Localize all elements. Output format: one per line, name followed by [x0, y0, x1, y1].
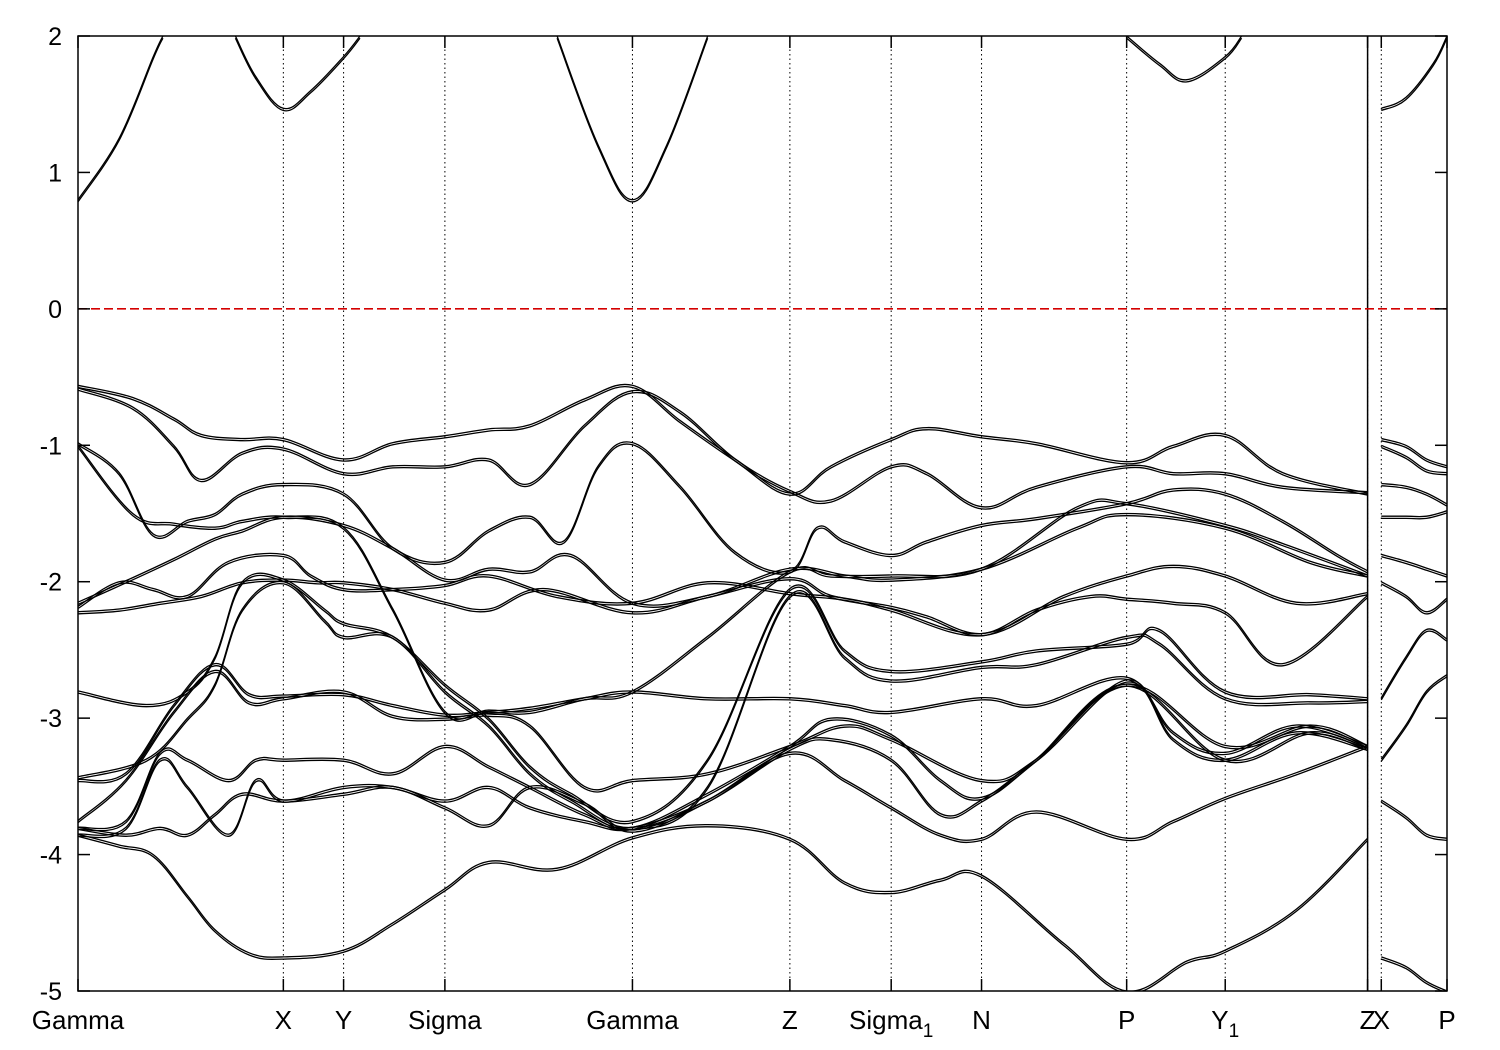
- band-line-25-b: [1380, 583, 1447, 615]
- band-line-25-a: [1380, 581, 1447, 613]
- band-line-13-a: [78, 580, 1368, 828]
- band-line-3-a: [1126, 36, 1243, 81]
- y-tick-label-6: 1: [48, 159, 62, 187]
- band-line-4-b: [1381, 37, 1447, 112]
- k-label-11: X: [1373, 1005, 1390, 1035]
- band-line-29-b: [1381, 958, 1444, 991]
- band-line-19-a: [78, 823, 1369, 991]
- band-line-10-a: [78, 552, 1368, 635]
- y-tick-label-2: -3: [40, 705, 62, 733]
- band-line-9-b: [78, 515, 1368, 608]
- y-tick-label-3: -2: [40, 569, 62, 597]
- band-line-17-b: [78, 685, 1368, 839]
- band-line-0-a: [78, 36, 164, 201]
- band-line-19-b: [78, 826, 1369, 991]
- band-line-23-a: [1381, 510, 1447, 518]
- band-lines: [78, 36, 1447, 991]
- band-line-5-a: [78, 383, 1368, 494]
- band-line-28-b: [1380, 801, 1447, 842]
- band-line-26-a: [1380, 628, 1447, 699]
- band-line-2-b: [556, 37, 709, 203]
- band-line-28-a: [1380, 799, 1447, 839]
- y-tick-label-5: 0: [48, 296, 62, 324]
- k-label-9: Y1: [1211, 1005, 1239, 1042]
- band-line-12-b: [78, 574, 1368, 825]
- y-tick-label-7: 2: [48, 23, 62, 51]
- k-label-4: Gamma: [586, 1005, 679, 1035]
- k-point-labels: Gamma X Y Sigma Gamma Z Sigma1 N P Y1 ZX P: [32, 36, 1456, 1042]
- y-tick-label-1: -4: [40, 842, 62, 870]
- plot-frame: [77, 35, 1448, 992]
- band-line-21-b: [1381, 446, 1447, 476]
- band-line-10-b: [78, 554, 1368, 637]
- y-tick-label-0: -5: [40, 978, 62, 1006]
- k-label-10: Z: [1360, 1005, 1376, 1035]
- k-label-3: Sigma: [408, 1005, 482, 1035]
- band-line-12-a: [78, 572, 1368, 823]
- band-line-4-a: [1381, 36, 1447, 109]
- k-label-0: Gamma: [32, 1005, 125, 1035]
- band-line-6-b: [78, 389, 1368, 510]
- y-tick-label-4: -1: [40, 432, 62, 460]
- band-line-11-b: [78, 579, 1369, 667]
- band-line-1-b: [234, 37, 361, 112]
- band-line-22-b: [1381, 485, 1447, 507]
- y-axis-ticks: -5 -4 -3 -2 -1 0 1 2: [40, 23, 1447, 1006]
- band-line-1-a: [234, 36, 361, 110]
- plot-border: [77, 35, 1448, 992]
- band-line-7-a: [78, 441, 1368, 573]
- band-line-9-a: [78, 512, 1368, 606]
- k-label-6: Sigma1: [849, 1005, 933, 1042]
- band-line-18-a: [78, 744, 1368, 841]
- k-label-5: Z: [782, 1005, 798, 1035]
- band-line-20-b: [1381, 440, 1447, 469]
- band-line-22-a: [1381, 482, 1447, 505]
- k-label-12: P: [1438, 1005, 1455, 1035]
- band-line-29-a: [1381, 956, 1447, 991]
- band-line-26-b: [1380, 630, 1447, 701]
- k-label-1: X: [275, 1005, 292, 1035]
- band-line-5-b: [78, 385, 1368, 496]
- band-line-21-a: [1381, 444, 1447, 474]
- band-line-27-a: [1380, 673, 1447, 760]
- band-line-3-b: [1126, 37, 1243, 83]
- band-line-15-a: [78, 669, 1368, 821]
- band-line-0-b: [78, 37, 164, 203]
- k-label-8: P: [1118, 1005, 1135, 1035]
- band-line-20-a: [1381, 437, 1447, 467]
- band-line-27-b: [1380, 676, 1447, 762]
- k-label-7: N: [972, 1005, 991, 1035]
- band-line-24-b: [1381, 555, 1447, 578]
- band-line-11-a: [78, 576, 1369, 665]
- band-line-24-a: [1381, 553, 1447, 576]
- band-line-18-b: [78, 746, 1368, 844]
- band-line-6-a: [78, 387, 1368, 508]
- band-line-8-b: [78, 447, 1368, 722]
- k-label-2: Y: [335, 1005, 352, 1035]
- band-line-23-b: [1381, 512, 1447, 520]
- band-line-2-a: [556, 36, 709, 201]
